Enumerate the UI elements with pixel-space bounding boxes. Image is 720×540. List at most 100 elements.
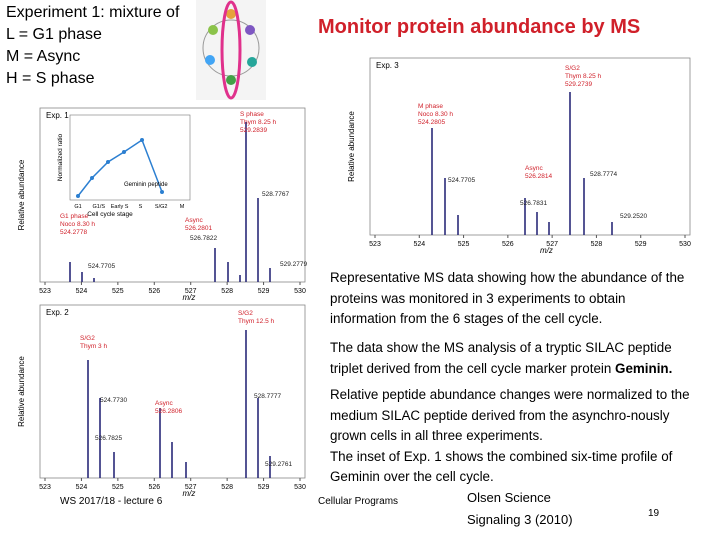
peak-annotation: Noco 8.30 h <box>418 111 453 118</box>
paragraph: Representative MS data showing how the a… <box>330 270 685 326</box>
peak-annotation: 529.2761 <box>265 461 292 468</box>
x-tick-label: 526 <box>148 288 160 295</box>
peak-annotation: 526.7825 <box>95 435 122 442</box>
highlight-ellipse <box>220 0 242 100</box>
inset-frame <box>69 114 191 201</box>
peak-annotation: 526.2814 <box>525 173 552 180</box>
ms-panel: Exp. 3 Relative abundance 523 524 525 526 527 5… <box>347 57 691 255</box>
y-axis-label: Relative abundance <box>17 356 26 427</box>
peak-annotation: 526.2806 <box>155 408 182 415</box>
peak-annotation: 526.7822 <box>190 235 217 242</box>
peak-annotation: 526.2801 <box>185 225 212 232</box>
peak-annotation: Async <box>155 400 173 407</box>
inset-point <box>160 190 164 194</box>
paragraph-text: The inset of Exp. 1 shows the combined s… <box>330 448 673 485</box>
peak-annotation: 529.2739 <box>565 81 592 88</box>
x-tick-label: 529 <box>258 484 270 491</box>
peak-annotation: Thym 3 h <box>80 343 107 350</box>
reference: Signaling 3 (2010) <box>467 512 573 527</box>
x-tick-label: 528 <box>221 484 233 491</box>
peak-annotation: S/G2 <box>565 65 580 72</box>
x-tick-label: 525 <box>112 288 124 295</box>
inset-y-label: Normalized ratio <box>57 133 64 181</box>
peak-annotation: M phase <box>418 103 443 110</box>
x-tick-label: 530 <box>294 484 306 491</box>
panel-frame <box>39 107 306 283</box>
page-number: 19 <box>648 508 660 519</box>
cell-cycle-image <box>196 0 266 100</box>
paragraph-text: The data show the MS analysis of a trypt… <box>330 340 672 376</box>
cell <box>226 75 236 85</box>
cell <box>247 57 257 67</box>
peak-annotation: Thym 8.25 h <box>240 119 277 126</box>
inset-point <box>122 150 126 154</box>
x-tick-label: 523 <box>39 484 51 491</box>
peak-annotation: Async <box>185 217 203 224</box>
y-axis-label: Relative abundance <box>17 159 26 230</box>
peak-annotation: 524.7730 <box>100 397 127 404</box>
peak-annotation: Noco 8.30 h <box>60 221 95 228</box>
peak-annotation: S phase <box>240 111 264 118</box>
cell <box>226 9 236 19</box>
panel-label: Exp. 2 <box>46 308 69 317</box>
slide-title: Monitor protein abundance by MS <box>318 16 641 38</box>
x-axis-label: m/z <box>183 489 196 498</box>
inset-legend: Geminin peptide <box>124 182 168 188</box>
ms-panel: Exp. 1 Relative abundance 523 524 525 526 527 5… <box>17 107 307 302</box>
intro-line: M = Async <box>6 48 81 65</box>
peak-annotation: Thym 12.5 h <box>238 318 275 325</box>
peak-annotation: 524.7705 <box>448 177 475 184</box>
inset-x-tick: G1 <box>74 204 81 210</box>
inset-profile <box>77 138 163 197</box>
peak-annotation: 524.2805 <box>418 119 445 126</box>
x-tick-label: 527 <box>185 288 197 295</box>
paragraph-bold: Geminin. <box>615 360 673 376</box>
x-tick-label: 525 <box>458 241 470 248</box>
x-tick-label: 523 <box>369 241 381 248</box>
intro-line: H = S phase <box>6 70 95 87</box>
x-tick-label: 530 <box>294 288 306 295</box>
paragraph: Relative peptide abundance changes were … <box>330 385 695 488</box>
paragraph: The data show the MS analysis of a trypt… <box>330 338 695 379</box>
peak-annotation: 529.2779 <box>280 261 307 268</box>
peak-annotation: 528.7774 <box>590 171 617 178</box>
x-axis-label: m/z <box>540 246 553 255</box>
x-tick-label: 528 <box>221 288 233 295</box>
reference: Olsen Science <box>467 490 551 505</box>
x-tick-label: 525 <box>112 484 124 491</box>
course-label: Cellular Programs <box>318 496 399 507</box>
x-tick-label: 527 <box>185 484 197 491</box>
inset-point <box>140 138 144 142</box>
x-tick-label: 529 <box>635 241 647 248</box>
x-tick-label: 530 <box>679 241 691 248</box>
inset-point <box>76 194 80 198</box>
x-tick-label: 526 <box>148 484 160 491</box>
x-tick-label: 524 <box>76 484 88 491</box>
intro-line: Experiment 1: mixture of <box>6 4 180 21</box>
peak-annotation: 524.7705 <box>88 263 115 270</box>
inset-x-label: Cell cycle stage <box>87 211 133 218</box>
cell <box>205 55 215 65</box>
inset-x-tick: M <box>180 204 185 210</box>
inset-x-tick: Early S <box>111 204 129 210</box>
x-tick-label: 529 <box>258 288 270 295</box>
peak-annotation: Thym 8.25 h <box>565 73 602 80</box>
x-tick-label: 524 <box>76 288 88 295</box>
peak-annotation: S/G2 <box>80 335 95 342</box>
intro-line: L = G1 phase <box>6 26 102 43</box>
inset-point <box>90 176 94 180</box>
peak-annotation: G1 phase <box>60 213 89 220</box>
cell <box>245 25 255 35</box>
panel-label: Exp. 3 <box>376 61 399 70</box>
x-tick-label: 524 <box>413 241 425 248</box>
cell <box>208 25 218 35</box>
lecture-label: WS 2017/18 - lecture 6 <box>60 496 163 507</box>
peak-annotation: Async <box>525 165 543 172</box>
y-axis-label: Relative abundance <box>347 111 356 182</box>
panel-frame <box>369 57 691 236</box>
inset-x-tick: S <box>139 204 143 210</box>
x-tick-label: 528 <box>591 241 603 248</box>
peak-annotation: 528.7767 <box>262 191 289 198</box>
